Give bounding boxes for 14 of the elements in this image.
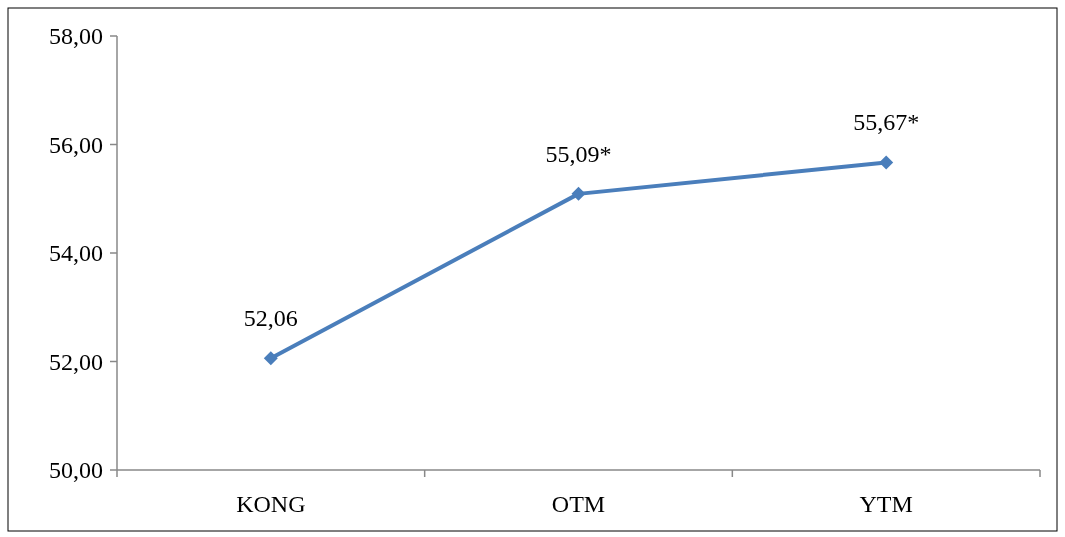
x-tick-label: KONG [236, 491, 306, 517]
y-tick-label: 58,00 [49, 23, 103, 50]
y-tick-label: 52,00 [49, 348, 103, 375]
y-tick-label: 56,00 [49, 131, 103, 158]
x-tick-label: YTM [859, 491, 913, 517]
data-label: 52,06 [243, 305, 298, 332]
point [263, 351, 278, 366]
data-label: 55,09* [545, 140, 612, 167]
y-tick-label: 54,00 [49, 240, 103, 267]
y-tick-label: 50,00 [49, 457, 103, 484]
data-label: 55,67* [853, 109, 920, 136]
x-tick-label: OTM [551, 491, 606, 517]
point [879, 155, 894, 170]
point [571, 186, 586, 201]
